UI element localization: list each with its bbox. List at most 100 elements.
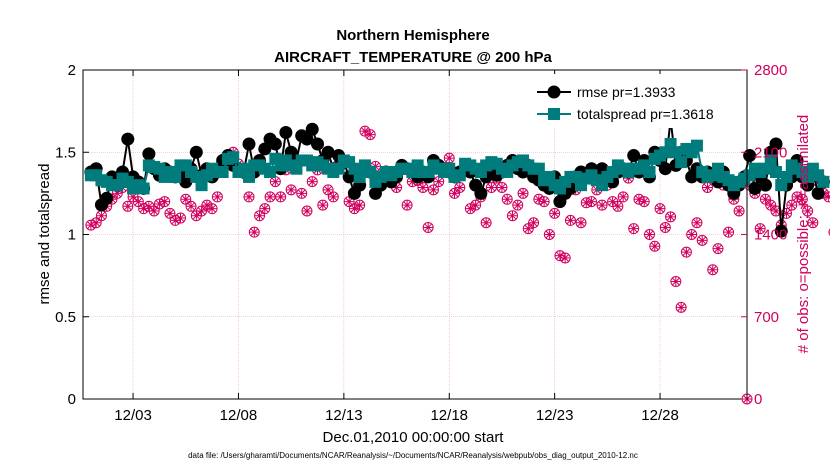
assimilated-obs-marker xyxy=(686,229,697,240)
rmse-marker xyxy=(627,149,641,163)
rmse-marker xyxy=(268,137,282,151)
assimilated-obs-marker xyxy=(207,203,218,214)
assimilated-obs-marker xyxy=(618,191,629,202)
assimilated-obs-marker xyxy=(423,222,434,233)
totalspread-marker xyxy=(817,175,830,188)
totalspread-marker xyxy=(195,179,208,192)
assimilated-obs-marker xyxy=(270,176,281,187)
rmse-marker xyxy=(279,126,293,140)
assimilated-obs-marker xyxy=(565,215,576,226)
assimilated-obs-marker xyxy=(359,126,370,137)
assimilated-obs-marker xyxy=(249,227,260,238)
y-tick-label-right: 1400 xyxy=(754,227,787,244)
assimilated-obs-marker xyxy=(417,182,428,193)
totalspread-marker xyxy=(227,151,240,164)
assimilated-obs-marker xyxy=(201,200,212,211)
assimilated-obs-marker xyxy=(607,196,618,207)
totalspread-marker xyxy=(453,169,466,182)
totalspread-marker xyxy=(169,170,182,183)
rmse-marker xyxy=(300,132,314,146)
rmse-marker xyxy=(121,132,135,146)
x-tick-label: 12/13 xyxy=(325,407,363,424)
assimilated-obs-marker xyxy=(697,235,708,246)
assimilated-obs-marker xyxy=(407,176,418,187)
totalspread-marker xyxy=(264,165,277,178)
assimilated-obs-marker xyxy=(528,217,539,228)
assimilated-obs-marker xyxy=(639,196,650,207)
data-marks xyxy=(84,112,830,405)
assimilated-obs-marker xyxy=(433,176,444,187)
rmse-marker xyxy=(258,142,272,156)
x-tick-label: 12/03 xyxy=(114,407,152,424)
assimilated-obs-marker xyxy=(660,222,671,233)
assimilated-obs-marker xyxy=(349,203,360,214)
assimilated-obs-marker xyxy=(296,188,307,199)
legend-rmse-label: rmse pr=1.3933 xyxy=(577,84,676,100)
assimilated-obs-marker xyxy=(470,200,481,211)
rmse-marker xyxy=(811,186,825,200)
assimilated-obs-marker xyxy=(191,210,202,221)
assimilated-obs-marker xyxy=(702,182,713,193)
rmse-marker xyxy=(189,145,203,159)
assimilated-obs-marker xyxy=(307,176,318,187)
totalspread-marker xyxy=(243,170,255,183)
totalspread-marker xyxy=(780,170,793,183)
y-tick-label: 1 xyxy=(68,227,76,244)
assimilated-obs-marker xyxy=(670,276,681,287)
assimilated-obs-marker xyxy=(175,213,186,224)
assimilated-obs-marker xyxy=(328,191,339,202)
assimilated-obs-marker xyxy=(633,194,644,205)
assimilated-obs-marker xyxy=(149,206,160,216)
assimilated-obs-marker xyxy=(576,217,586,228)
assimilated-obs-marker xyxy=(533,194,544,205)
assimilated-obs-marker xyxy=(91,217,102,228)
rmse-marker xyxy=(658,162,672,176)
assimilated-obs-marker xyxy=(502,194,513,205)
assimilated-obs-marker xyxy=(454,182,465,193)
assimilated-obs-marker xyxy=(691,217,702,228)
rmse-marker xyxy=(142,147,156,161)
assimilated-obs-marker xyxy=(259,203,270,214)
assimilated-obs-marker xyxy=(481,217,492,228)
assimilated-obs-marker xyxy=(665,211,676,222)
assimilated-obs-marker xyxy=(265,191,276,202)
assimilated-obs-marker xyxy=(781,208,792,219)
y-tick-label-right: 2100 xyxy=(754,144,787,161)
y-tick-label: 0.5 xyxy=(55,309,76,326)
rmse-marker xyxy=(305,122,319,136)
assimilated-obs-marker xyxy=(212,191,223,202)
assimilated-obs-marker xyxy=(823,191,830,202)
assimilated-obs-marker xyxy=(85,220,96,231)
assimilated-obs-marker xyxy=(323,184,334,195)
assimilated-obs-marker xyxy=(507,210,518,221)
rmse-marker xyxy=(179,175,193,189)
totalspread-marker xyxy=(364,165,377,178)
x-tick-label: 12/28 xyxy=(641,407,679,424)
assimilated-obs-marker xyxy=(254,210,265,221)
x-tick-label: 12/18 xyxy=(430,407,468,424)
totalspread-marker xyxy=(121,175,134,188)
assimilated-obs-marker xyxy=(713,243,724,254)
rmse-marker xyxy=(474,186,488,200)
assimilated-obs-marker xyxy=(523,223,534,234)
y-tick-label: 2 xyxy=(68,62,76,79)
y-tick-label: 1.5 xyxy=(55,144,76,161)
assimilated-obs-marker xyxy=(244,191,254,202)
assimilated-obs-marker xyxy=(518,188,529,199)
assimilated-obs-marker xyxy=(554,250,565,261)
assimilated-obs-marker xyxy=(138,203,149,214)
y-tick-label-right: 0 xyxy=(754,391,762,408)
assimilated-obs-marker xyxy=(544,229,555,240)
legend-totalspread-label: totalspread pr=1.3618 xyxy=(577,106,714,122)
assimilated-obs-marker xyxy=(128,191,139,202)
totalspread-marker xyxy=(690,139,703,152)
x-tick-label: 12/08 xyxy=(220,407,258,424)
y-tick-label-right: 2800 xyxy=(754,62,787,79)
assimilated-obs-marker xyxy=(428,184,439,195)
assimilated-obs-marker xyxy=(765,200,776,211)
assimilated-obs-marker xyxy=(628,223,639,234)
assimilated-obs-marker xyxy=(133,196,144,207)
assimilated-obs-marker xyxy=(649,241,660,252)
rmse-marker xyxy=(311,137,325,151)
assimilated-obs-marker xyxy=(549,208,560,219)
